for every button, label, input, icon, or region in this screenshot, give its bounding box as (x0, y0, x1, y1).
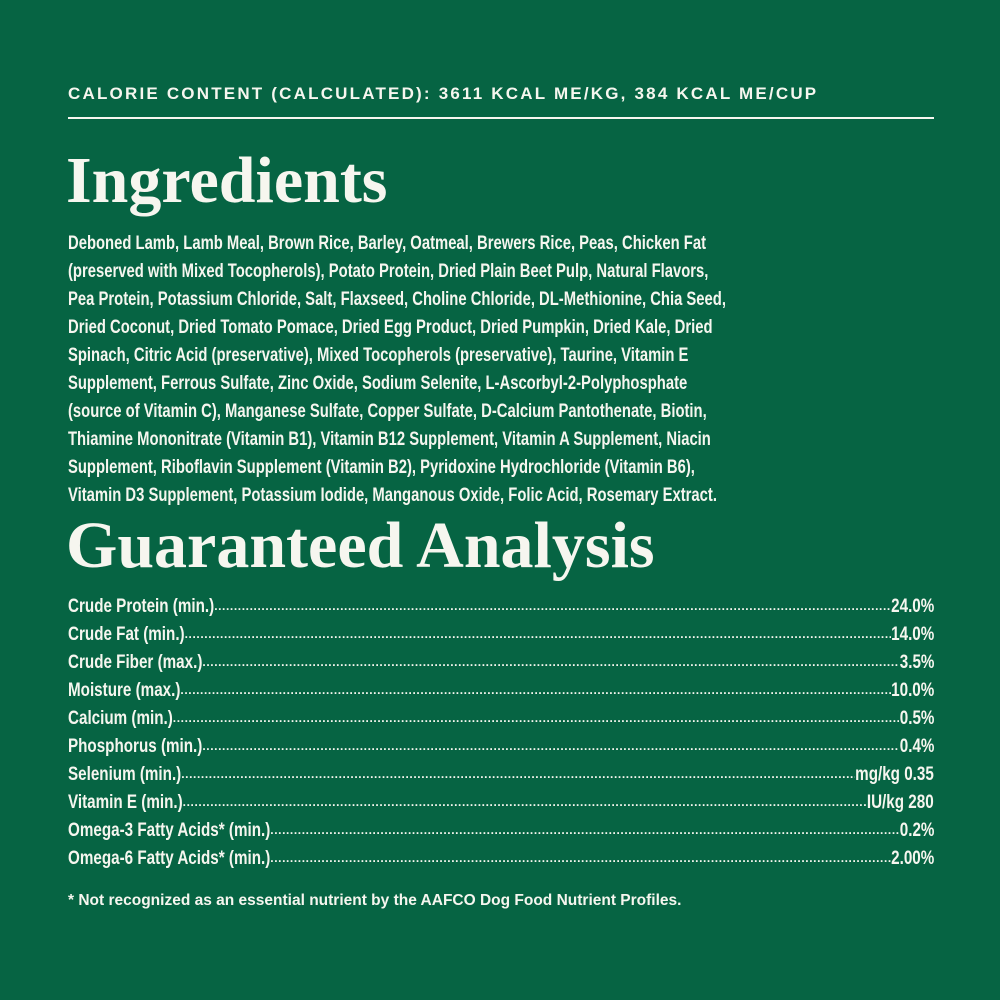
analysis-row: Phosphorus (min.).......................… (68, 732, 934, 760)
ingredients-title: Ingredients (66, 144, 388, 217)
analysis-row: Crude Fat (min.)........................… (68, 620, 934, 648)
dot-leader: ........................................… (270, 823, 900, 837)
analysis-row: Vitamin E (min.)........................… (68, 788, 934, 816)
analysis-table: Crude Protein (min.)....................… (68, 592, 934, 872)
ingredients-line: Dried Coconut, Dried Tomato Pomace, Drie… (68, 316, 713, 338)
dot-leader: ........................................… (270, 851, 891, 865)
ingredients-list: Deboned Lamb, Lamb Meal, Brown Rice, Bar… (68, 229, 934, 509)
nutrient-label: Moisture (max.) (68, 679, 181, 701)
analysis-row: Crude Protein (min.)....................… (68, 592, 934, 620)
nutrient-value: 2.00% (890, 847, 934, 869)
calorie-content: CALORIE CONTENT (CALCULATED): 3611 KCAL … (68, 84, 819, 103)
nutrient-value: 0.4% (899, 735, 934, 757)
divider (68, 117, 934, 119)
dot-leader: ........................................… (202, 655, 899, 669)
nutrient-value: 14.0% (890, 623, 934, 645)
nutrient-label: Selenium (min.) (68, 763, 182, 785)
nutrient-value: 280 IU/kg (867, 791, 934, 813)
ingredients-line: Pea Protein, Potassium Chloride, Salt, F… (68, 288, 726, 310)
nutrient-label: Crude Fat (min.) (68, 623, 185, 645)
ingredients-line: Spinach, Citric Acid (preservative), Mix… (68, 344, 689, 366)
dot-leader: ........................................… (180, 683, 891, 697)
footnote: * Not recognized as an essential nutrien… (68, 892, 682, 909)
nutrient-value: 0.2% (899, 819, 934, 841)
ingredients-line: Deboned Lamb, Lamb Meal, Brown Rice, Bar… (68, 232, 707, 254)
ingredients-line: Supplement, Ferrous Sulfate, Zinc Oxide,… (68, 372, 688, 394)
nutrient-label: Vitamin E (min.) (68, 791, 183, 813)
analysis-row: Calcium (min.)..........................… (68, 704, 934, 732)
analysis-row: Omega-3 Fatty Acids* (min.).............… (68, 816, 934, 844)
dot-leader: ........................................… (182, 795, 868, 809)
analysis-row: Crude Fiber (max.)......................… (68, 648, 934, 676)
nutrient-label: Calcium (min.) (68, 707, 173, 729)
nutrient-label: Crude Fiber (max.) (68, 651, 203, 673)
dot-leader: ........................................… (181, 767, 855, 781)
nutrient-value: 0.5% (899, 707, 934, 729)
nutrient-value: 24.0% (890, 595, 934, 617)
dot-leader: ........................................… (172, 711, 900, 725)
nutrient-label: Omega-6 Fatty Acids* (min.) (68, 847, 271, 869)
nutrient-label: Omega-3 Fatty Acids* (min.) (68, 819, 271, 841)
ingredients-line: Supplement, Riboflavin Supplement (Vitam… (68, 456, 695, 478)
analysis-row: Moisture (max.).........................… (68, 676, 934, 704)
nutrient-label: Crude Protein (min.) (68, 595, 215, 617)
dot-leader: ........................................… (214, 599, 891, 613)
ingredients-line: Vitamin D3 Supplement, Potassium Iodide,… (68, 484, 717, 506)
analysis-row: Selenium (min.).........................… (68, 760, 934, 788)
ingredients-line: (preserved with Mixed Tocopherols), Pota… (68, 260, 709, 282)
dot-leader: ........................................… (202, 739, 899, 753)
nutrient-value: 3.5% (899, 651, 934, 673)
analysis-row: Omega-6 Fatty Acids* (min.).............… (68, 844, 934, 872)
nutrient-value: 10.0% (890, 679, 934, 701)
nutrient-label: Phosphorus (min.) (68, 735, 203, 757)
analysis-title: Guaranteed Analysis (66, 509, 655, 582)
dot-leader: ........................................… (184, 627, 891, 641)
ingredients-line: (source of Vitamin C), Manganese Sulfate… (68, 400, 707, 422)
nutrient-value: 0.35 mg/kg (855, 763, 934, 785)
ingredients-line: Thiamine Mononitrate (Vitamin B1), Vitam… (68, 428, 711, 450)
